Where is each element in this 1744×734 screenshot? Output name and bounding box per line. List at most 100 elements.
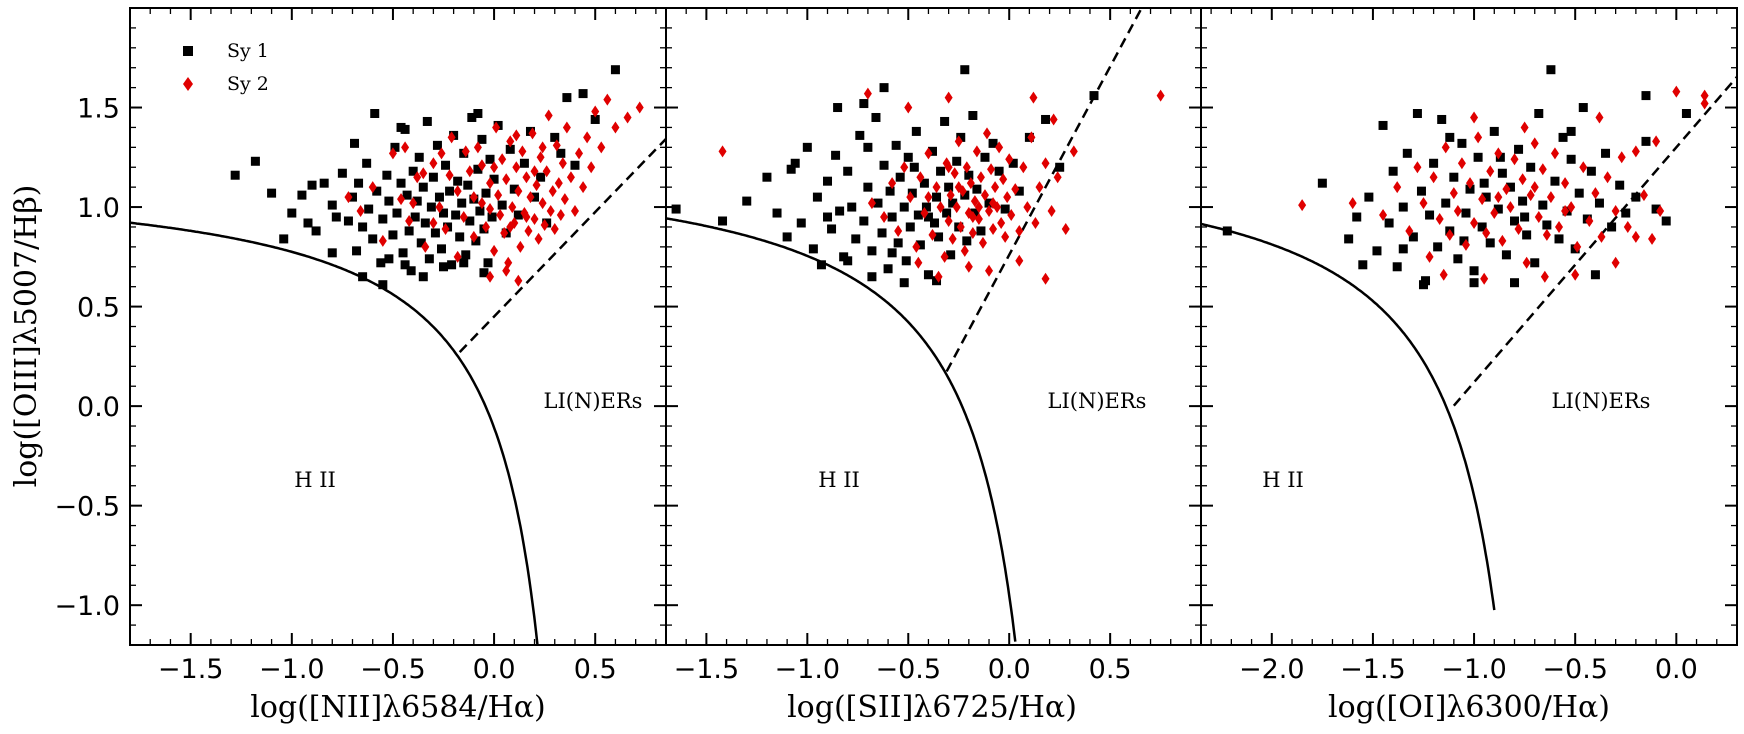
sy2-point (437, 147, 446, 160)
sy1-point (915, 240, 925, 250)
sy1-point (230, 170, 240, 180)
sy2-point (968, 226, 977, 239)
sy2-point (1015, 224, 1024, 237)
sy1-point (465, 216, 475, 226)
sy1-point (970, 208, 980, 218)
sy2-point (477, 197, 486, 210)
sy1-point (855, 130, 865, 140)
sy1-point (406, 266, 416, 276)
sy1-point (887, 248, 897, 258)
sy1-point (451, 210, 461, 220)
legend-marker-sy2 (183, 77, 193, 91)
sy1-point (422, 116, 432, 126)
sy1-point (1089, 91, 1099, 101)
seyfert-liner-line (1452, 76, 1737, 407)
sy1-point (483, 258, 493, 268)
sy2-point (1441, 141, 1450, 154)
x-tick-label: −1.0 (1441, 654, 1507, 685)
sy1-point (831, 150, 841, 160)
sy2-point (900, 161, 909, 174)
sy1-point (843, 256, 853, 266)
sy1-point (851, 234, 861, 244)
sy2-point (494, 189, 503, 202)
sy1-point (1008, 158, 1018, 168)
sy1-point (428, 172, 438, 182)
sy1-point (1607, 222, 1617, 232)
sy1-point (887, 212, 897, 222)
y-tick-label: 1.0 (77, 193, 120, 224)
sy1-point (1418, 280, 1428, 290)
sy1-point (536, 172, 546, 182)
sy2-point (1656, 205, 1665, 218)
sy2-point (1029, 91, 1038, 104)
sy1-point (903, 152, 913, 162)
sy2-point (1001, 230, 1010, 243)
sy2-point (441, 222, 450, 235)
sy1-point (1364, 192, 1374, 202)
sy2-point (964, 260, 973, 273)
sy2-point (368, 181, 377, 194)
sy2-point (1470, 111, 1479, 124)
sy2-point (1542, 228, 1551, 241)
sy1-point (1384, 218, 1394, 228)
sy2-point (997, 216, 1006, 229)
sy1-point (952, 156, 962, 166)
sy2-point (999, 173, 1008, 186)
sy1-point (1481, 192, 1491, 202)
sy1-point (843, 166, 853, 176)
sy1-points (671, 65, 1099, 288)
sy2-point (863, 87, 872, 100)
sy1-point (362, 158, 372, 168)
sy1-point (1429, 158, 1439, 168)
sy2-point (1031, 216, 1040, 229)
sy2-point (1573, 240, 1582, 253)
sy2-point (356, 205, 365, 218)
sy1-point (782, 232, 792, 242)
sy1-point (1510, 278, 1520, 288)
sy1-point (893, 238, 903, 248)
region-label-liner: LI(N)ERs (1552, 389, 1651, 413)
sy1-point (984, 198, 994, 208)
sy2-point (1603, 171, 1612, 184)
panel-frame (665, 7, 1202, 646)
sy1-point (879, 83, 889, 93)
sy2-point (453, 185, 462, 198)
sy2-point (950, 167, 959, 180)
sy1-point (1402, 148, 1412, 158)
sy1-point (859, 216, 869, 226)
sy1-point (790, 158, 800, 168)
sy2-point (560, 193, 569, 206)
sy1-point (972, 184, 982, 194)
sy2-point (1561, 177, 1570, 190)
sy1-point (327, 200, 337, 210)
panel-sii: H II LI(N)ERs −1.5 −1.0 −0.5 0.0 0.5 log([SI… (665, 7, 1202, 725)
sy1-point (467, 112, 477, 122)
sy1-point (1469, 266, 1479, 276)
sy1-point (962, 236, 972, 246)
sy1-point (402, 190, 412, 200)
sy1-point (1534, 109, 1544, 119)
x-tick-label: −0.5 (875, 654, 941, 685)
sy1-point (1641, 136, 1651, 146)
sy2-point (1425, 250, 1434, 263)
sy2-point (946, 189, 955, 202)
sy1-point (378, 280, 388, 290)
sy1-point (279, 234, 289, 244)
sy2-point (1470, 216, 1479, 229)
sy1-point (1358, 260, 1368, 270)
sy1-point (461, 250, 471, 260)
x-tick-label: 0.5 (574, 654, 617, 685)
sy1-point (390, 142, 400, 152)
sy1-point (988, 138, 998, 148)
sy1-point (936, 166, 946, 176)
sy1-point (475, 206, 485, 216)
sy2-point (1413, 161, 1422, 174)
sy1-point (895, 172, 905, 182)
sy2-point (1617, 151, 1626, 164)
sy1-point (497, 200, 507, 210)
sy1-point (940, 116, 950, 126)
region-label-liner: LI(N)ERs (1048, 389, 1147, 413)
sy1-point (1518, 196, 1528, 206)
sy2-point (960, 244, 969, 257)
sy1-point (1437, 114, 1447, 124)
